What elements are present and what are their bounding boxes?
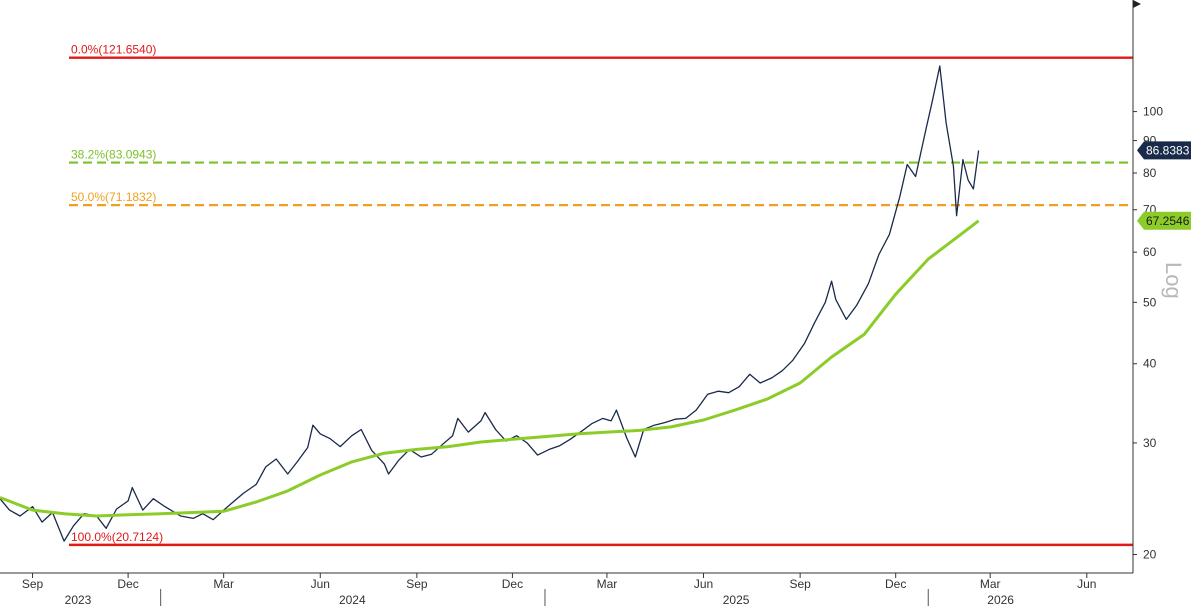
- year-label: 2023: [65, 593, 92, 607]
- last-value-text: 86.8383: [1146, 143, 1190, 157]
- last-value-badge: [1137, 141, 1191, 160]
- price-line: [0, 65, 980, 542]
- year-label: 2024: [339, 593, 366, 607]
- year-label: 2026: [987, 593, 1014, 607]
- fib-level-label: 0.0%(121.6540): [71, 43, 156, 57]
- x-tick-label: Sep: [406, 577, 428, 591]
- x-tick-label: Sep: [789, 577, 811, 591]
- y-tick-label: 20: [1143, 548, 1157, 562]
- y-tick-label: 60: [1143, 245, 1157, 259]
- last-value-text: 67.2546: [1146, 214, 1190, 228]
- x-tick-label: Mar: [980, 577, 1001, 591]
- x-tick-label: Jun: [1077, 577, 1096, 591]
- y-tick-label: 80: [1143, 166, 1157, 180]
- x-tick-label: Jun: [311, 577, 330, 591]
- fibonacci-levels: 0.0%(121.6540) 38.2%(83.0943) 50.0%(71.183…: [69, 43, 1133, 547]
- log-scale-label: Log: [1161, 262, 1186, 299]
- x-tick-label: Sep: [22, 577, 44, 591]
- x-tick-label: Mar: [597, 577, 618, 591]
- fib-level-label: 38.2%(83.0943): [71, 148, 156, 162]
- x-tick-label: Jun: [694, 577, 713, 591]
- moving-average-line: [0, 219, 980, 518]
- x-tick-label: Mar: [213, 577, 234, 591]
- last-value-badge: [1137, 211, 1191, 230]
- series-group: [0, 65, 980, 542]
- y-tick-label: 100: [1143, 105, 1163, 119]
- fib-level-label: 50.0%(71.1832): [71, 190, 156, 204]
- y-tick-label: 50: [1143, 295, 1157, 309]
- y-tick-label: 30: [1143, 436, 1157, 450]
- x-tick-label: Dec: [502, 577, 523, 591]
- x-tick-label: Dec: [117, 577, 138, 591]
- year-label: 2025: [723, 593, 750, 607]
- axis-arrow-icon: [1133, 0, 1141, 8]
- fib-level-label: 100.0%(20.7124): [71, 530, 163, 544]
- y-tick-label: 40: [1143, 357, 1157, 371]
- x-tick-label: Dec: [885, 577, 906, 591]
- last-value-badges: 86.8383 67.2546: [1137, 141, 1191, 230]
